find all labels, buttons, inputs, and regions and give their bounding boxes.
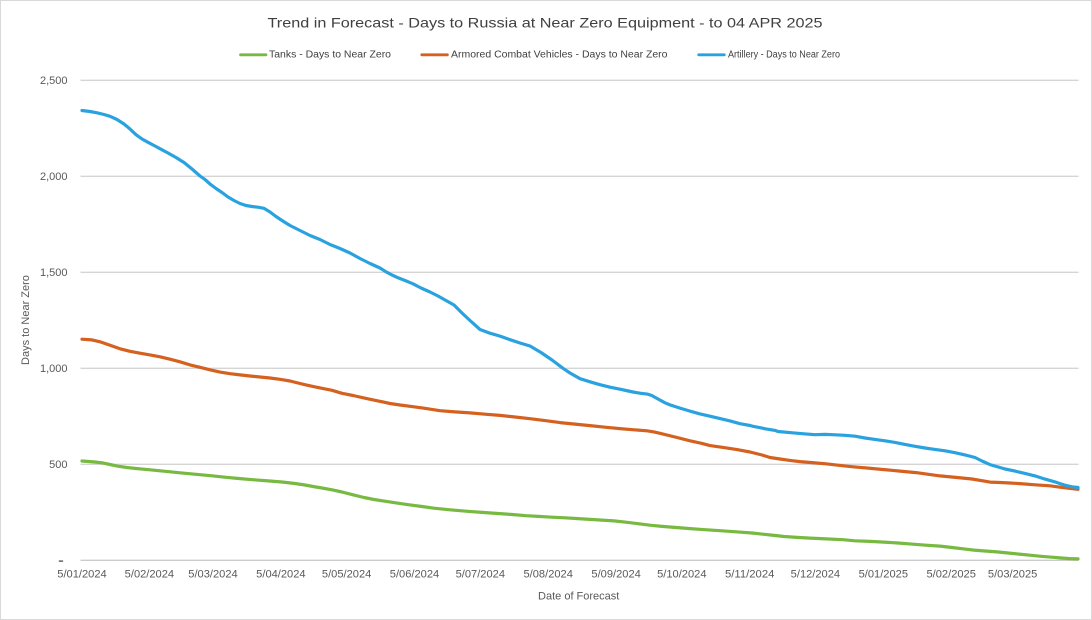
svg-text:5/02/2024: 5/02/2024 xyxy=(125,569,174,581)
svg-text:1,000: 1,000 xyxy=(40,363,68,375)
svg-text:Trend in Forecast - Days to Ru: Trend in Forecast - Days to Russia at Ne… xyxy=(268,15,823,31)
svg-text:2,500: 2,500 xyxy=(40,75,68,87)
svg-text:5/01/2024: 5/01/2024 xyxy=(57,569,106,581)
svg-text:5/09/2024: 5/09/2024 xyxy=(591,569,640,581)
svg-text:5/12/2024: 5/12/2024 xyxy=(791,569,840,581)
svg-text:Artillery - Days to Near Zero: Artillery - Days to Near Zero xyxy=(728,49,841,60)
svg-text:5/03/2024: 5/03/2024 xyxy=(188,569,237,581)
svg-text:5/08/2024: 5/08/2024 xyxy=(524,569,573,581)
svg-text:Armored Combat Vehicles - Days: Armored Combat Vehicles - Days to Near Z… xyxy=(451,49,668,60)
svg-text:5/03/2025: 5/03/2025 xyxy=(988,569,1037,581)
svg-text:5/06/2024: 5/06/2024 xyxy=(390,569,439,581)
svg-text:Date of Forecast: Date of Forecast xyxy=(538,590,619,602)
svg-text:1,500: 1,500 xyxy=(40,267,68,279)
svg-text:5/01/2025: 5/01/2025 xyxy=(859,569,908,581)
svg-text:2,000: 2,000 xyxy=(40,171,68,183)
svg-text:Tanks - Days to Near Zero: Tanks - Days to Near Zero xyxy=(269,49,392,60)
svg-text:500: 500 xyxy=(49,459,67,471)
svg-text:5/07/2024: 5/07/2024 xyxy=(456,569,505,581)
svg-text:5/11/2024: 5/11/2024 xyxy=(725,569,774,581)
svg-text:5/04/2024: 5/04/2024 xyxy=(256,569,305,581)
svg-text:Days to Near Zero: Days to Near Zero xyxy=(20,275,32,365)
svg-text:5/02/2025: 5/02/2025 xyxy=(927,569,976,581)
svg-text:5/05/2024: 5/05/2024 xyxy=(322,569,371,581)
svg-text:5/10/2024: 5/10/2024 xyxy=(657,569,706,581)
